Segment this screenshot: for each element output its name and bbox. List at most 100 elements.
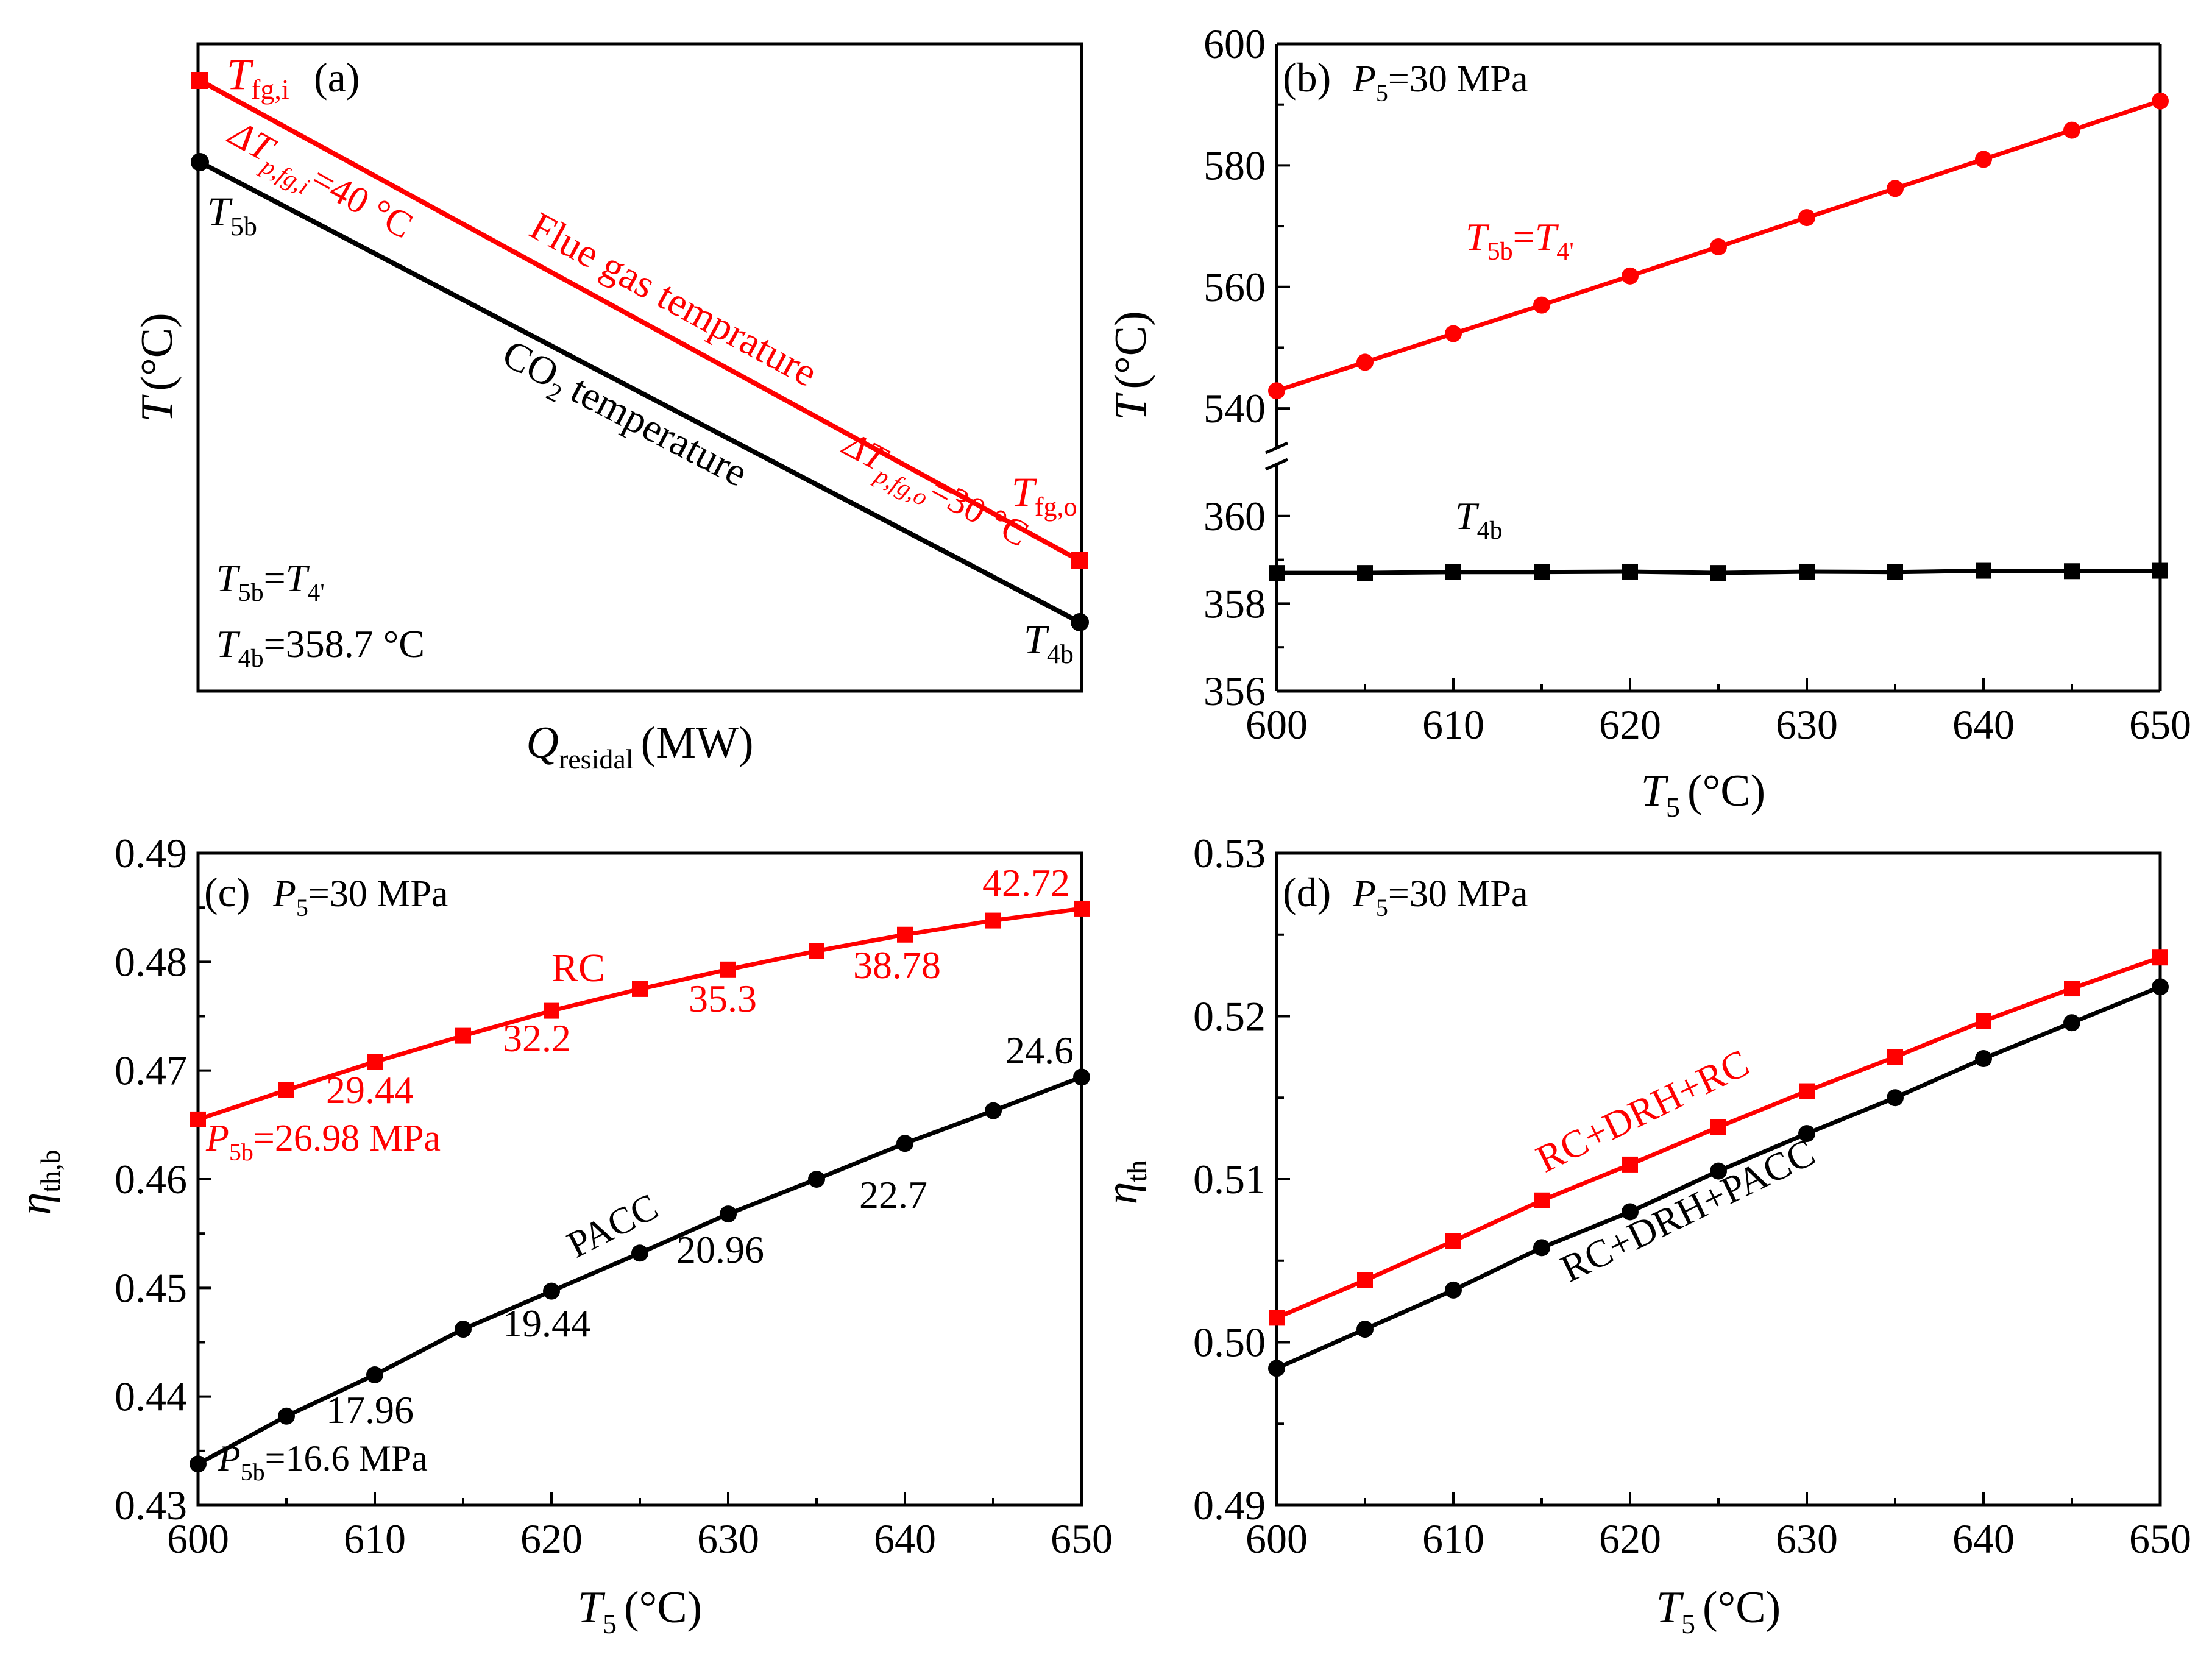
flue-gas-marker-end [1071, 552, 1088, 569]
panel-a-xlabel: Qresidal (MW) [526, 718, 753, 775]
t4b-point [1357, 565, 1373, 581]
pacc-series-label: PACC [561, 1186, 664, 1266]
rc-point [809, 943, 824, 959]
rc-drh-rc-point [1269, 1310, 1285, 1326]
y-tick-label: 0.43 [115, 1482, 187, 1528]
rc-drh-rc-point [1976, 1013, 1991, 1029]
y-tick-label: 0.52 [1193, 993, 1266, 1040]
y-tick-label: 560 [1203, 264, 1266, 310]
t4b-point [1976, 562, 1991, 579]
panel-c-xlabel: T5 (°C) [578, 1583, 702, 1639]
rc-drh-rc-point [1357, 1272, 1373, 1288]
y-tick-label: 540 [1203, 385, 1266, 431]
pacc-point [366, 1366, 383, 1383]
co2-curve-label: CO2temperature [492, 332, 754, 502]
x-tick-label: 600 [1246, 701, 1308, 748]
rc-drh-pacc-point [2063, 1014, 2080, 1032]
panel-d-label: (d) [1283, 869, 1331, 915]
rc-point [455, 1027, 471, 1044]
rc-drh-rc-point [1445, 1233, 1461, 1249]
panel-d: 600 610 620 630 640 650 0.49 0.50 0.51 0.52 0.53 (… [1097, 830, 2191, 1639]
y-tick-label: 0.44 [115, 1374, 187, 1420]
pacc-data-label: 20.96 [676, 1228, 764, 1271]
x-tick-label: 630 [697, 1516, 759, 1562]
x-tick-label: 650 [2129, 1516, 2191, 1562]
y-tick-label: 0.50 [1193, 1319, 1266, 1366]
t4b-point [1269, 565, 1285, 581]
panel-d-ticks: 600 610 620 630 640 650 0.49 0.50 0.51 0.52 0.53 [1193, 830, 2191, 1562]
t5b-point [1445, 325, 1462, 342]
x-tick-label: 610 [1422, 1516, 1484, 1562]
panel-a-frame [196, 42, 1083, 693]
t5b-point [1268, 382, 1285, 400]
pacc-point [631, 1244, 648, 1262]
panel-b-red-series-label: T5b=T4' [1466, 215, 1574, 266]
panel-b-title: P5=30 MPa [1352, 59, 1528, 107]
x-tick-label: 620 [520, 1516, 583, 1562]
y-tick-label: 0.53 [1193, 830, 1266, 876]
rc-drh-pacc-point [1887, 1089, 1904, 1107]
rc-drh-pacc-point [1445, 1281, 1462, 1299]
x-tick-label: 650 [2129, 701, 2191, 748]
panel-a-label: (a) [314, 54, 360, 101]
panel-b-xlabel: T5 (°C) [1641, 766, 1765, 823]
panel-c-ylabel: ηth,b [10, 1150, 66, 1215]
rc-point [1074, 900, 1090, 917]
panel-c-label: (c) [204, 869, 250, 915]
panel-a: (a) Tfg,i T5b ΔTp,fg,i=40 °C Flue gas te… [132, 42, 1089, 775]
rc-drh-rc-point [1799, 1083, 1815, 1099]
t4b-point [1887, 564, 1903, 580]
t5b-label: T5b [207, 188, 257, 241]
pacc-point [190, 1455, 207, 1473]
rc-drh-pacc-point [2152, 978, 2169, 996]
rc-drh-pacc-point [1975, 1050, 1992, 1068]
panel-d-ylabel: ηth [1097, 1160, 1152, 1205]
t4b-point [1710, 565, 1726, 581]
x-tick-label: 610 [344, 1516, 406, 1562]
rc-point [278, 1082, 294, 1098]
t4b-point [1799, 563, 1815, 580]
co2-marker-end [1071, 613, 1089, 631]
rc-point [632, 981, 648, 997]
rc-data-label: 38.78 [853, 943, 941, 987]
flue-gas-marker-start [191, 72, 208, 89]
panel-b-series [1268, 92, 2169, 581]
rc-point [190, 1111, 206, 1127]
note-t4b-value: T4b=358.7 °C [216, 622, 425, 673]
t4b-label: T4b [1024, 616, 1074, 669]
panel-b-ylabel: T(°C) [1106, 311, 1156, 420]
rc-point [367, 1054, 383, 1070]
rc-drh-rc-point [1622, 1156, 1638, 1173]
y-tick-label: 0.46 [115, 1156, 187, 1202]
pacc-point [808, 1171, 825, 1188]
t5b-point [1975, 151, 1992, 168]
t4b-point [1534, 564, 1550, 580]
panel-b-label: (b) [1283, 54, 1331, 101]
t5b-point [1356, 353, 1374, 371]
x-tick-label: 630 [1776, 1516, 1838, 1562]
t5b-point [1798, 209, 1815, 227]
y-tick-label: 0.45 [115, 1265, 187, 1311]
pacc-point [985, 1102, 1002, 1119]
x-tick-label: 620 [1599, 701, 1661, 748]
t5b-point [1533, 296, 1550, 314]
panel-c: 600 610 620 630 640 650 0.43 0.44 0.45 0.46 0.47 0.… [10, 830, 1113, 1639]
y-tick-label: 0.49 [115, 830, 187, 876]
pacc-point [543, 1282, 560, 1300]
rc-drh-rc-point [1710, 1119, 1726, 1135]
t5b-point [2063, 121, 2080, 139]
t4b-point [2152, 562, 2168, 579]
rc-drh-rc-point [2064, 981, 2080, 997]
axis-break-mark [1264, 441, 1289, 455]
rc-data-label: 29.44 [326, 1068, 414, 1112]
x-tick-label: 640 [1952, 1516, 2015, 1562]
x-tick-label: 640 [874, 1516, 936, 1562]
x-tick-label: 600 [1246, 1516, 1308, 1562]
rc-series-label: RC [551, 946, 605, 990]
axis-break-mark [1264, 458, 1289, 471]
note-t5b-eq-t4: T5b=T4' [216, 556, 325, 607]
y-tick-label: 580 [1203, 142, 1266, 188]
x-tick-label: 650 [1051, 1516, 1113, 1562]
rc-drh-pacc-point [1622, 1203, 1639, 1221]
rc-point [720, 961, 736, 978]
